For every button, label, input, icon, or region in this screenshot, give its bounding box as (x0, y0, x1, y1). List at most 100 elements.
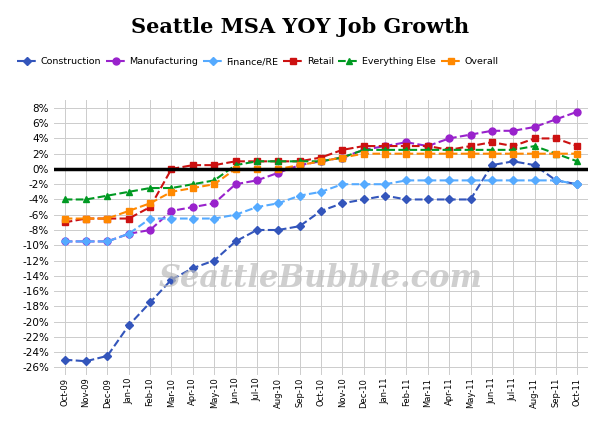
Construction (424, 197, 431, 202)
Finance/RE (168, 216, 175, 221)
Everything Else (574, 159, 581, 164)
Manufacturing (574, 109, 581, 114)
Overall (146, 201, 154, 206)
Construction (317, 208, 325, 214)
Manufacturing (232, 181, 239, 187)
Finance/RE (509, 178, 517, 183)
Retail (403, 143, 410, 149)
Finance/RE (446, 178, 453, 183)
Manufacturing (146, 228, 154, 233)
Finance/RE (275, 201, 282, 206)
Finance/RE (82, 239, 89, 244)
Overall (168, 189, 175, 194)
Retail (531, 136, 538, 141)
Construction (467, 197, 474, 202)
Overall (382, 151, 389, 157)
Everything Else (467, 147, 474, 153)
Line: Construction: Construction (62, 159, 580, 364)
Finance/RE (61, 239, 68, 244)
Retail (61, 220, 68, 225)
Construction (531, 163, 538, 168)
Construction (61, 357, 68, 362)
Finance/RE (360, 181, 367, 187)
Line: Everything Else: Everything Else (61, 143, 581, 203)
Manufacturing (189, 204, 196, 210)
Overall (275, 167, 282, 172)
Retail (467, 143, 474, 149)
Everything Else (509, 147, 517, 153)
Overall (317, 159, 325, 164)
Construction (574, 181, 581, 187)
Manufacturing (211, 201, 218, 206)
Everything Else (104, 193, 111, 198)
Construction (403, 197, 410, 202)
Finance/RE (488, 178, 496, 183)
Overall (104, 216, 111, 221)
Retail (211, 163, 218, 168)
Construction (189, 266, 196, 271)
Construction (296, 224, 303, 229)
Overall (424, 151, 431, 157)
Manufacturing (275, 170, 282, 175)
Finance/RE (317, 189, 325, 194)
Construction (446, 197, 453, 202)
Overall (446, 151, 453, 157)
Construction (82, 358, 89, 364)
Everything Else (531, 143, 538, 149)
Manufacturing (253, 178, 260, 183)
Manufacturing (339, 155, 346, 160)
Overall (531, 151, 538, 157)
Line: Overall: Overall (61, 150, 581, 222)
Retail (339, 147, 346, 153)
Finance/RE (574, 181, 581, 187)
Text: Seattle MSA YOY Job Growth: Seattle MSA YOY Job Growth (131, 17, 469, 37)
Finance/RE (125, 231, 133, 236)
Manufacturing (61, 239, 68, 244)
Finance/RE (189, 216, 196, 221)
Manufacturing (82, 239, 89, 244)
Everything Else (232, 163, 239, 168)
Everything Else (553, 151, 560, 157)
Overall (488, 151, 496, 157)
Construction (339, 201, 346, 206)
Everything Else (275, 159, 282, 164)
Retail (296, 159, 303, 164)
Everything Else (189, 181, 196, 187)
Manufacturing (531, 124, 538, 129)
Retail (360, 143, 367, 149)
Overall (82, 216, 89, 221)
Overall (61, 216, 68, 221)
Line: Finance/RE: Finance/RE (62, 177, 580, 244)
Construction (509, 159, 517, 164)
Finance/RE (553, 178, 560, 183)
Retail (232, 159, 239, 164)
Everything Else (125, 189, 133, 194)
Overall (467, 151, 474, 157)
Everything Else (382, 147, 389, 153)
Manufacturing (104, 239, 111, 244)
Manufacturing (467, 132, 474, 137)
Retail (125, 216, 133, 221)
Retail (146, 204, 154, 210)
Overall (232, 167, 239, 172)
Retail (275, 159, 282, 164)
Line: Manufacturing: Manufacturing (61, 108, 581, 245)
Manufacturing (125, 231, 133, 236)
Retail (553, 136, 560, 141)
Finance/RE (211, 216, 218, 221)
Overall (509, 151, 517, 157)
Finance/RE (403, 178, 410, 183)
Manufacturing (382, 143, 389, 149)
Construction (553, 178, 560, 183)
Everything Else (146, 185, 154, 191)
Finance/RE (467, 178, 474, 183)
Construction (253, 228, 260, 233)
Overall (574, 151, 581, 157)
Construction (488, 163, 496, 168)
Legend: Construction, Manufacturing, Finance/RE, Retail, Everything Else, Overall: Construction, Manufacturing, Finance/RE,… (17, 57, 498, 66)
Retail (104, 216, 111, 221)
Everything Else (296, 159, 303, 164)
Finance/RE (232, 212, 239, 218)
Manufacturing (403, 140, 410, 145)
Line: Retail: Retail (61, 135, 581, 226)
